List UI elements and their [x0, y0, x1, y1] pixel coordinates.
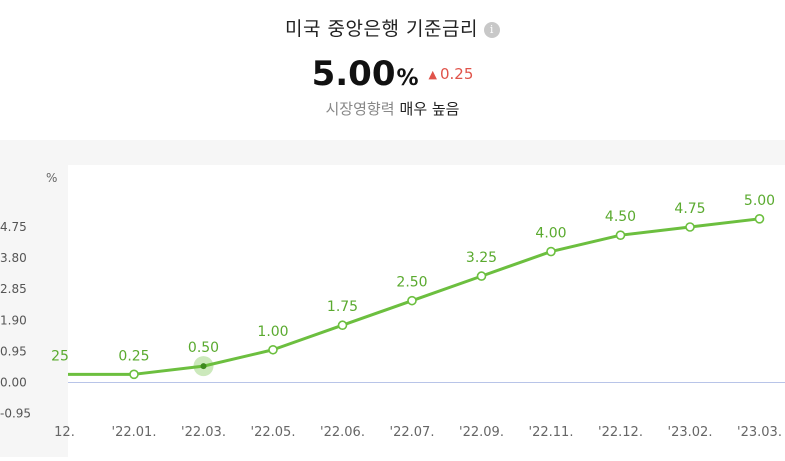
y-tick-label: 3.80 — [0, 251, 27, 265]
data-point[interactable] — [754, 214, 765, 224]
plot-background — [68, 165, 785, 457]
y-tick-label: 4.75 — [0, 220, 27, 234]
x-tick-label: '22.12. — [598, 425, 643, 440]
point-label: 25 — [51, 348, 69, 364]
point-label: 3.25 — [466, 250, 497, 266]
chart-area: % 4.75 3.80 2.85 1.90 0.95 0.00 -0.95 12. '22.01… — [0, 140, 785, 457]
current-rate-value: 5.00 — [311, 54, 396, 94]
data-point[interactable] — [268, 344, 278, 355]
page-title: 미국 중앙은행 기준금리 — [285, 18, 478, 40]
rate-change-value: 0.25 — [440, 65, 474, 83]
x-tick-label: '23.03. — [737, 425, 782, 440]
point-label: 0.25 — [118, 348, 149, 364]
data-point[interactable] — [337, 320, 348, 331]
x-axis: 12. '22.01. '22.03. '22.05. '22.06. '22.07. '2… — [54, 425, 782, 440]
y-tick-label: 1.90 — [0, 313, 27, 327]
point-label: 4.00 — [535, 226, 566, 242]
y-axis-unit: % — [46, 171, 57, 185]
point-label: 4.50 — [605, 209, 636, 225]
x-tick-label: '22.05. — [251, 425, 296, 440]
x-tick-label: '22.01. — [112, 425, 157, 440]
point-label: 2.50 — [396, 275, 427, 291]
x-tick-label: 12. — [54, 425, 75, 440]
title-row: 미국 중앙은행 기준금리 i — [0, 14, 785, 41]
data-point[interactable] — [407, 295, 417, 306]
point-label: 4.75 — [674, 201, 705, 217]
rate-header: 미국 중앙은행 기준금리 i 5.00% ▲ 0.25 시장영향력 매우 높음 — [0, 0, 785, 140]
point-label: 1.00 — [257, 324, 288, 340]
x-tick-label: '22.09. — [459, 425, 504, 440]
point-label: 1.75 — [327, 299, 358, 315]
x-tick-label: '22.07. — [390, 425, 435, 440]
rate-line-chart[interactable]: % 4.75 3.80 2.85 1.90 0.95 0.00 -0.95 12. '22.01… — [0, 140, 785, 457]
data-point[interactable] — [615, 230, 626, 240]
x-tick-label: '22.11. — [529, 425, 574, 440]
data-point[interactable] — [129, 369, 139, 380]
x-tick-label: '23.02. — [668, 425, 713, 440]
point-labels: 25 0.25 0.50 1.00 1.75 2.50 3.25 4.00 4.50 4.75 5.… — [51, 193, 775, 365]
market-impact-row: 시장영향력 매우 높음 — [0, 98, 785, 119]
data-point[interactable] — [476, 271, 487, 281]
rate-series — [68, 214, 765, 380]
x-tick-label: '22.06. — [320, 425, 365, 440]
value-row: 5.00% ▲ 0.25 — [0, 54, 785, 94]
data-point[interactable] — [685, 222, 695, 232]
info-icon[interactable]: i — [483, 22, 500, 38]
point-label: 5.00 — [744, 193, 775, 209]
market-impact-label: 시장영향력 — [325, 100, 395, 118]
y-tick-label: 0.00 — [0, 376, 27, 390]
y-tick-label: 2.85 — [0, 282, 27, 296]
rate-change: ▲ 0.25 — [429, 65, 474, 83]
market-impact-level: 매우 높음 — [399, 100, 460, 118]
y-axis: % 4.75 3.80 2.85 1.90 0.95 0.00 -0.95 — [0, 171, 785, 421]
data-point[interactable] — [546, 246, 556, 257]
x-tick-label: '22.03. — [181, 425, 226, 440]
rate-unit: % — [396, 66, 419, 91]
y-tick-label: 0.95 — [0, 344, 27, 358]
up-triangle-icon: ▲ — [428, 68, 437, 81]
highlighted-data-point[interactable] — [200, 363, 207, 370]
point-label: 0.50 — [188, 340, 219, 356]
y-tick-label: -0.95 — [0, 407, 31, 421]
